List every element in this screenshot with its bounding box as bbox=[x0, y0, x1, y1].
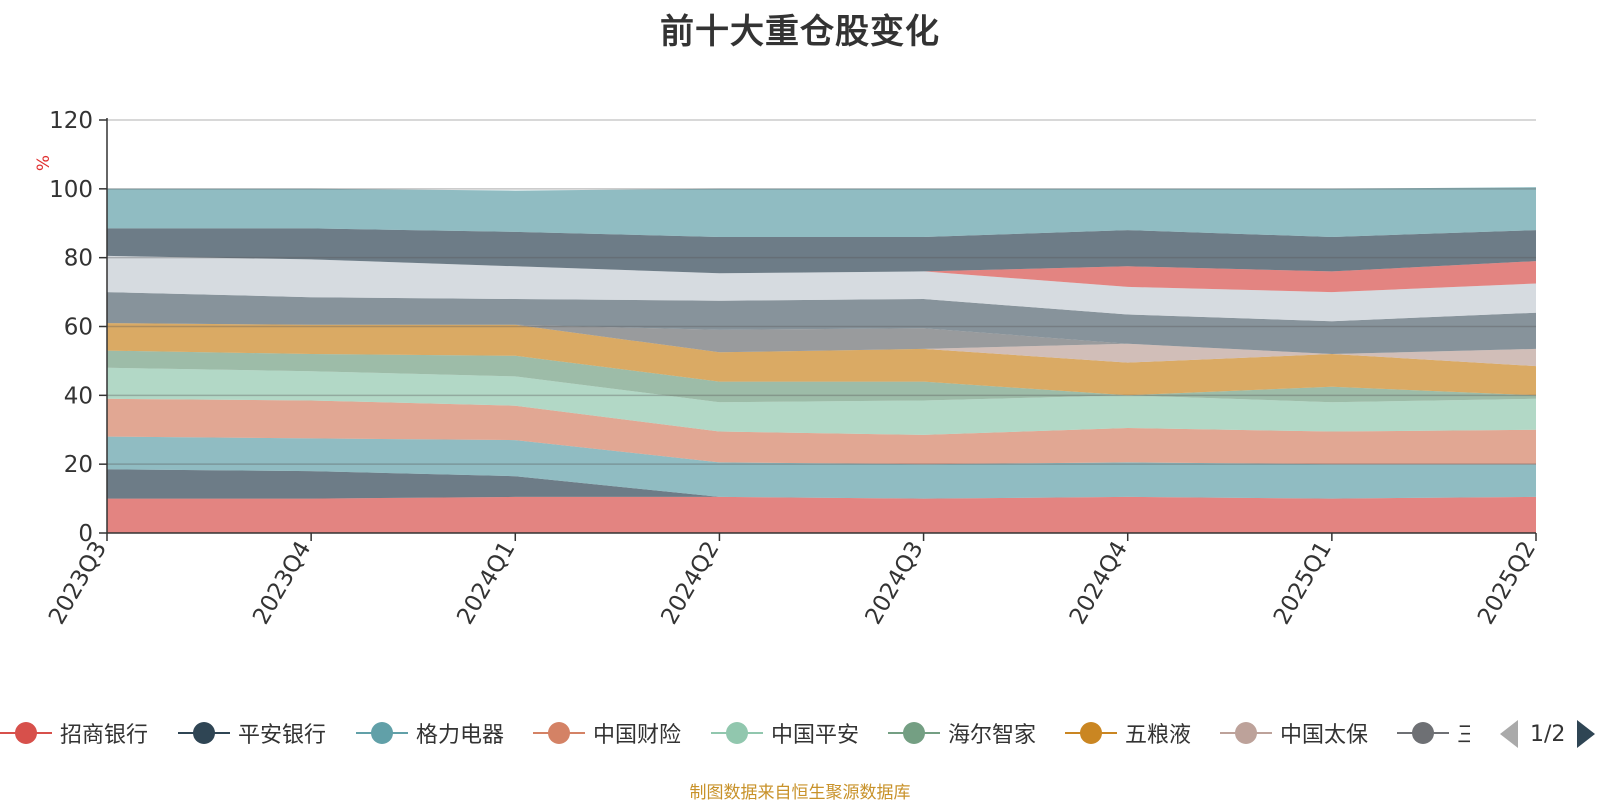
legend-pager: 1/2 bbox=[1500, 716, 1600, 752]
legend-marker-icon bbox=[888, 718, 940, 748]
legend-next-page-icon[interactable] bbox=[1577, 720, 1596, 748]
y-tick-label: 100 bbox=[49, 177, 93, 203]
x-tick-label: 2025Q1 bbox=[1269, 537, 1337, 629]
area-series-4 bbox=[107, 398, 1536, 465]
legend-item[interactable]: 招商银行 bbox=[0, 713, 148, 753]
legend-label: 中国太保 bbox=[1280, 723, 1369, 748]
x-tick-label: 2023Q3 bbox=[44, 537, 112, 629]
area-series-7 bbox=[107, 323, 1536, 396]
legend-label: 三一重工 bbox=[1457, 723, 1470, 748]
area-series-13 bbox=[107, 228, 1536, 274]
legend-item[interactable]: 中国财险 bbox=[533, 713, 681, 753]
area-series-1 bbox=[107, 496, 1536, 533]
area-series-6 bbox=[107, 350, 1536, 403]
area-series-2 bbox=[107, 469, 1536, 499]
legend-marker-icon bbox=[711, 718, 763, 748]
y-tick-label: 0 bbox=[78, 521, 93, 547]
chart-title: 前十大重仓股变化 bbox=[660, 12, 940, 52]
x-tick-label: 2025Q2 bbox=[1473, 537, 1541, 629]
y-tick-label: 20 bbox=[64, 452, 93, 478]
area-series-3 bbox=[107, 436, 1536, 499]
y-tick-label: 80 bbox=[64, 246, 93, 272]
legend-label: 中国财险 bbox=[593, 723, 682, 748]
legend-label: 中国平安 bbox=[771, 723, 860, 748]
y-tick-label: 40 bbox=[64, 383, 93, 409]
area-series-9 bbox=[107, 323, 1536, 354]
legend-item[interactable]: 格力电器 bbox=[356, 713, 504, 753]
grid-lines bbox=[107, 119, 1536, 465]
legend-marker-icon bbox=[1397, 718, 1449, 748]
area-series-11 bbox=[107, 255, 1536, 322]
legend-item[interactable]: 平安银行 bbox=[178, 713, 326, 753]
legend-label: 格力电器 bbox=[416, 723, 505, 748]
legend-label: 五粮液 bbox=[1125, 723, 1192, 748]
legend-marker-icon bbox=[356, 718, 408, 748]
y-tick-label: 120 bbox=[49, 108, 93, 134]
area-series-10 bbox=[107, 292, 1536, 354]
legend-marker-icon bbox=[533, 718, 585, 748]
legend: 招商银行 平安银行 格力电器 中国财险 中国平安 海尔智家 五粮液 中国太保 三一重工 bbox=[0, 713, 1470, 753]
legend-item[interactable]: 三一重工 bbox=[1397, 713, 1470, 753]
legend-marker-icon bbox=[1220, 718, 1272, 748]
source-note: 制图数据来自恒生聚源数据库 bbox=[689, 783, 911, 803]
x-tick-label: 2024Q3 bbox=[861, 537, 929, 629]
legend-marker-icon bbox=[178, 718, 230, 748]
legend-item[interactable]: 中国平安 bbox=[711, 713, 859, 753]
legend-item[interactable]: 五粮液 bbox=[1065, 713, 1191, 753]
area-series-14 bbox=[107, 187, 1536, 237]
area-series-12 bbox=[107, 255, 1536, 293]
legend-label: 招商银行 bbox=[60, 723, 149, 748]
y-tick-label: 60 bbox=[64, 315, 93, 341]
legend-item[interactable]: 中国太保 bbox=[1220, 713, 1368, 753]
area-series-5 bbox=[107, 367, 1536, 435]
x-tick-label: 2024Q2 bbox=[656, 537, 724, 629]
y-axis-unit-label: % bbox=[34, 155, 54, 171]
legend-page-indicator: 1/2 bbox=[1530, 721, 1566, 747]
legend-prev-page-icon[interactable] bbox=[1500, 720, 1518, 748]
legend-label: 平安银行 bbox=[238, 723, 327, 748]
area-series-8 bbox=[107, 323, 1536, 367]
legend-marker-icon bbox=[0, 718, 52, 748]
x-tick-label: 2023Q4 bbox=[248, 537, 316, 629]
x-tick-label: 2024Q1 bbox=[452, 537, 520, 629]
stacked-areas bbox=[107, 187, 1536, 533]
legend-marker-icon bbox=[1065, 718, 1117, 748]
legend-item[interactable]: 海尔智家 bbox=[888, 713, 1036, 753]
x-tick-label: 2024Q4 bbox=[1065, 537, 1133, 629]
legend-label: 海尔智家 bbox=[948, 723, 1037, 748]
